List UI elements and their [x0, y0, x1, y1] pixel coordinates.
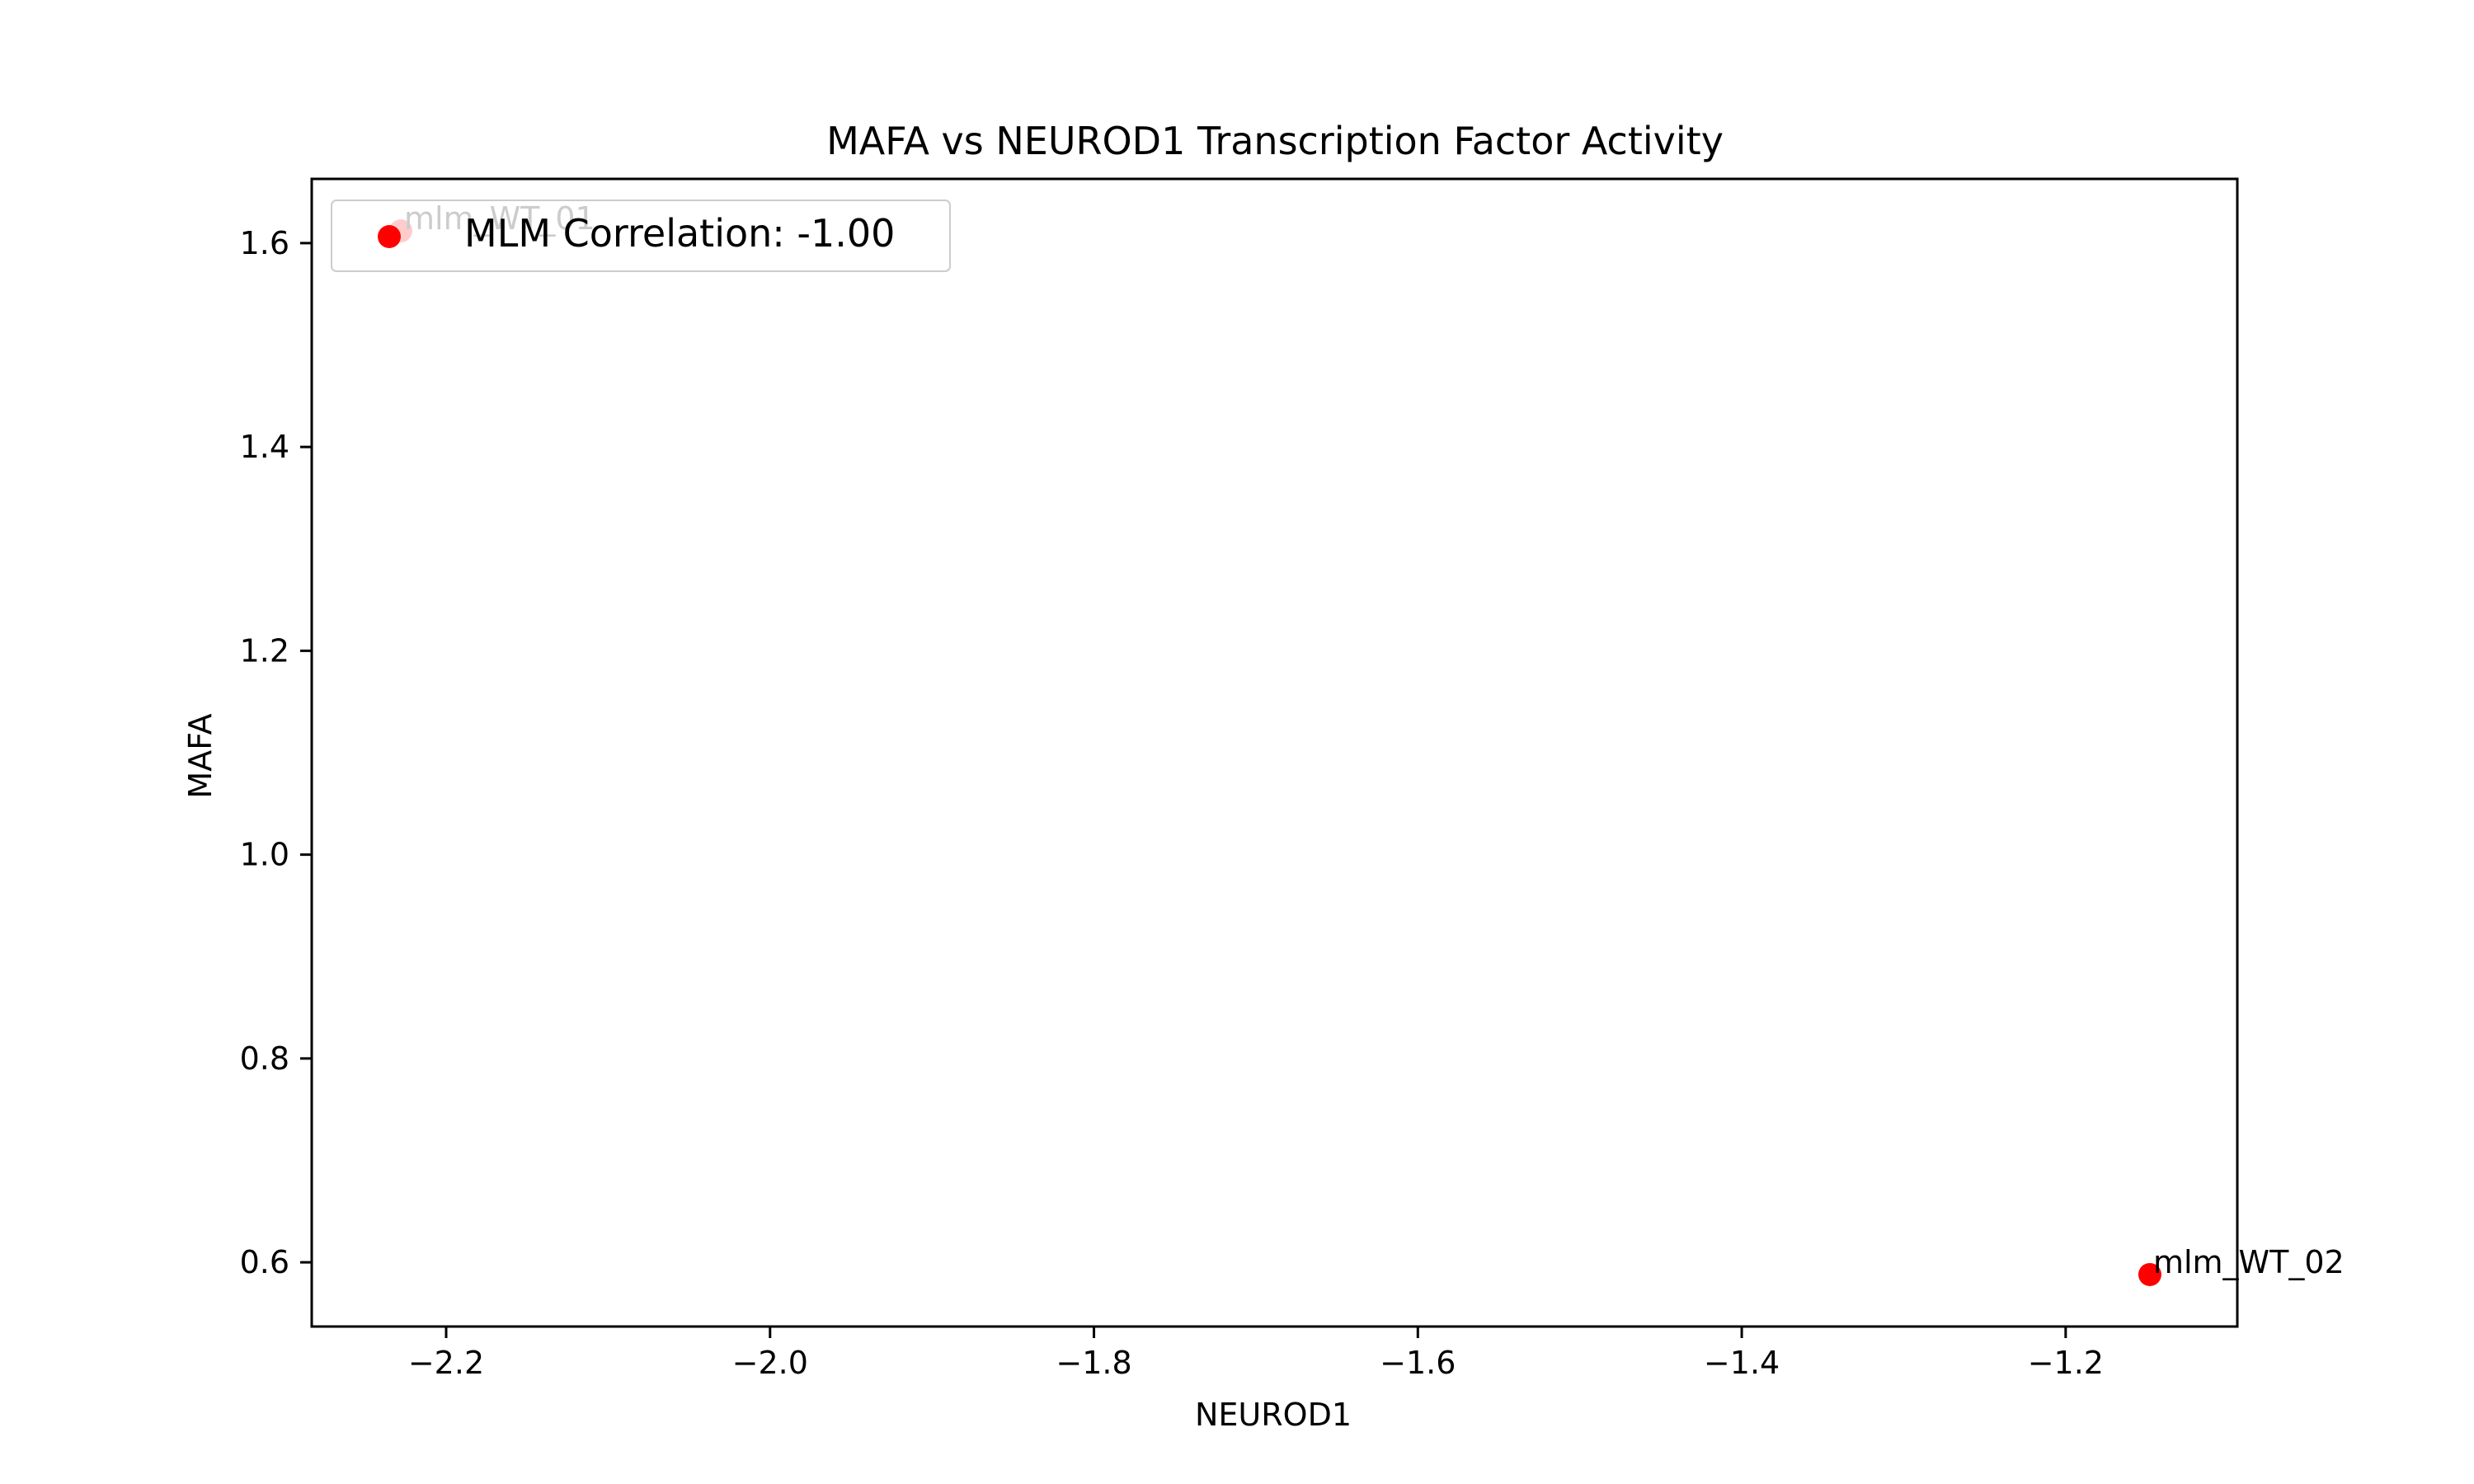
- x-axis-label: NEUROD1: [1195, 1397, 1352, 1433]
- y-tick-label: 1.4: [240, 429, 289, 465]
- legend-marker: [378, 225, 401, 248]
- data-point: [2138, 1262, 2161, 1286]
- x-tick-label: −1.4: [1704, 1345, 1780, 1381]
- x-tick-label: −1.8: [1056, 1345, 1131, 1381]
- legend: MLM Correlation: -1.00: [331, 200, 951, 272]
- y-tick-label: 1.6: [240, 225, 289, 261]
- plot-frame: [310, 177, 2239, 1328]
- x-tick-label: −1.6: [1380, 1345, 1456, 1381]
- y-axis: 0.6 0.8 1.0 1.2 1.4 1.6: [240, 225, 312, 1280]
- point-label: mlm_WT_02: [2153, 1244, 2345, 1280]
- y-axis-label: MAFA: [182, 713, 219, 798]
- x-tick-label: −1.2: [2028, 1345, 2104, 1381]
- legend-box: [331, 200, 951, 272]
- y-tick-label: 1.0: [240, 837, 289, 873]
- x-tick-label: −2.2: [408, 1345, 484, 1381]
- x-tick-label: −2.0: [732, 1345, 808, 1381]
- y-tick-label: 0.6: [240, 1244, 289, 1280]
- legend-label: MLM Correlation: -1.00: [464, 211, 895, 256]
- y-tick-label: 0.8: [240, 1040, 289, 1077]
- chart-title: MAFA vs NEUROD1 Transcription Factor Act…: [826, 119, 1724, 163]
- x-axis: −2.2 −2.0 −1.8 −1.6 −1.4 −1.2: [408, 1327, 2104, 1381]
- y-tick-label: 1.2: [240, 632, 289, 669]
